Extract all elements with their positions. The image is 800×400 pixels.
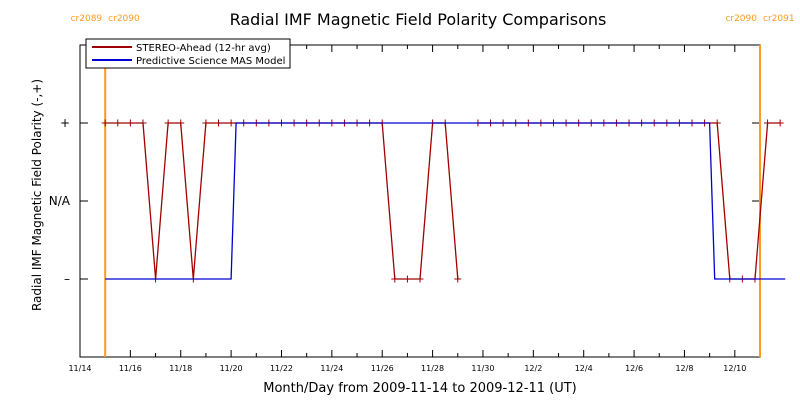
x-tick-label-5: 11/24 <box>320 364 343 373</box>
x-tick-label-7: 11/28 <box>421 364 444 373</box>
x-tick-label-10: 12/4 <box>575 364 593 373</box>
x-tick-label-8: 11/30 <box>471 364 494 373</box>
y-axis-label: Radial IMF Magnetic Field Polarity (-,+) <box>30 79 44 311</box>
series-0-marker-24 <box>403 275 411 283</box>
series-0-marker-23 <box>391 275 399 283</box>
carrington-label-right-1: cr2091 <box>763 14 795 24</box>
series-0-marker-49 <box>713 119 721 127</box>
series-0-line-1 <box>477 122 781 280</box>
legend: STEREO-Ahead (12-hr avg) Predictive Scie… <box>85 38 291 69</box>
legend-box <box>85 38 291 69</box>
x-tick-label-12: 12/8 <box>675 364 693 373</box>
y-tick-label-1: N/A <box>49 194 71 208</box>
series-0-marker-2 <box>126 119 134 127</box>
x-tick-label-2: 11/18 <box>169 364 192 373</box>
series-0-marker-8 <box>202 119 210 127</box>
x-tick-label-3: 11/20 <box>220 364 243 373</box>
x-tick-label-11: 12/6 <box>625 364 643 373</box>
plot-frame <box>79 44 761 358</box>
x-tick-label-4: 11/22 <box>270 364 293 373</box>
series-0-marker-5 <box>164 119 172 127</box>
series-0-marker-9 <box>215 119 223 127</box>
x-tick-label-0: 11/14 <box>68 364 91 373</box>
legend-label-stereo: STEREO-Ahead (12-hr avg) <box>136 43 271 54</box>
x-tick-label-6: 11/26 <box>371 364 394 373</box>
carrington-label-right-0: cr2090 <box>108 14 140 24</box>
legend-label-mas: Predictive Science MAS Model <box>136 56 285 67</box>
x-axis-label: Month/Day from 2009-11-14 to 2009-12-11 … <box>263 381 576 396</box>
series-0-marker-54 <box>776 119 784 127</box>
plot-area: + N/A – 11/14 11/16 11/18 11/20 11/22 11/24 11/26… <box>49 14 795 373</box>
x-tick-label-1: 11/16 <box>119 364 142 373</box>
series-0-marker-10 <box>227 119 235 127</box>
chart-title: Radial IMF Magnetic Field Polarity Compa… <box>230 10 607 29</box>
series-0-line-0 <box>105 122 459 280</box>
series-0-marker-6 <box>177 119 185 127</box>
x-tick-label-9: 12/2 <box>524 364 542 373</box>
carrington-label-left-0: cr2089 <box>71 14 103 24</box>
y-tick-label-0: + <box>60 116 70 130</box>
series-0-marker-0 <box>101 119 109 127</box>
series-0-marker-1 <box>114 119 122 127</box>
x-tick-label-13: 12/10 <box>723 364 746 373</box>
y-tick-label-2: – <box>64 272 70 286</box>
series-1-line-0 <box>105 122 786 280</box>
series-0-marker-3 <box>139 119 147 127</box>
series-0-marker-53 <box>764 119 772 127</box>
series-0-marker-28 <box>454 275 462 283</box>
series-0-marker-25 <box>416 275 424 283</box>
carrington-label-left-1: cr2090 <box>725 14 757 24</box>
